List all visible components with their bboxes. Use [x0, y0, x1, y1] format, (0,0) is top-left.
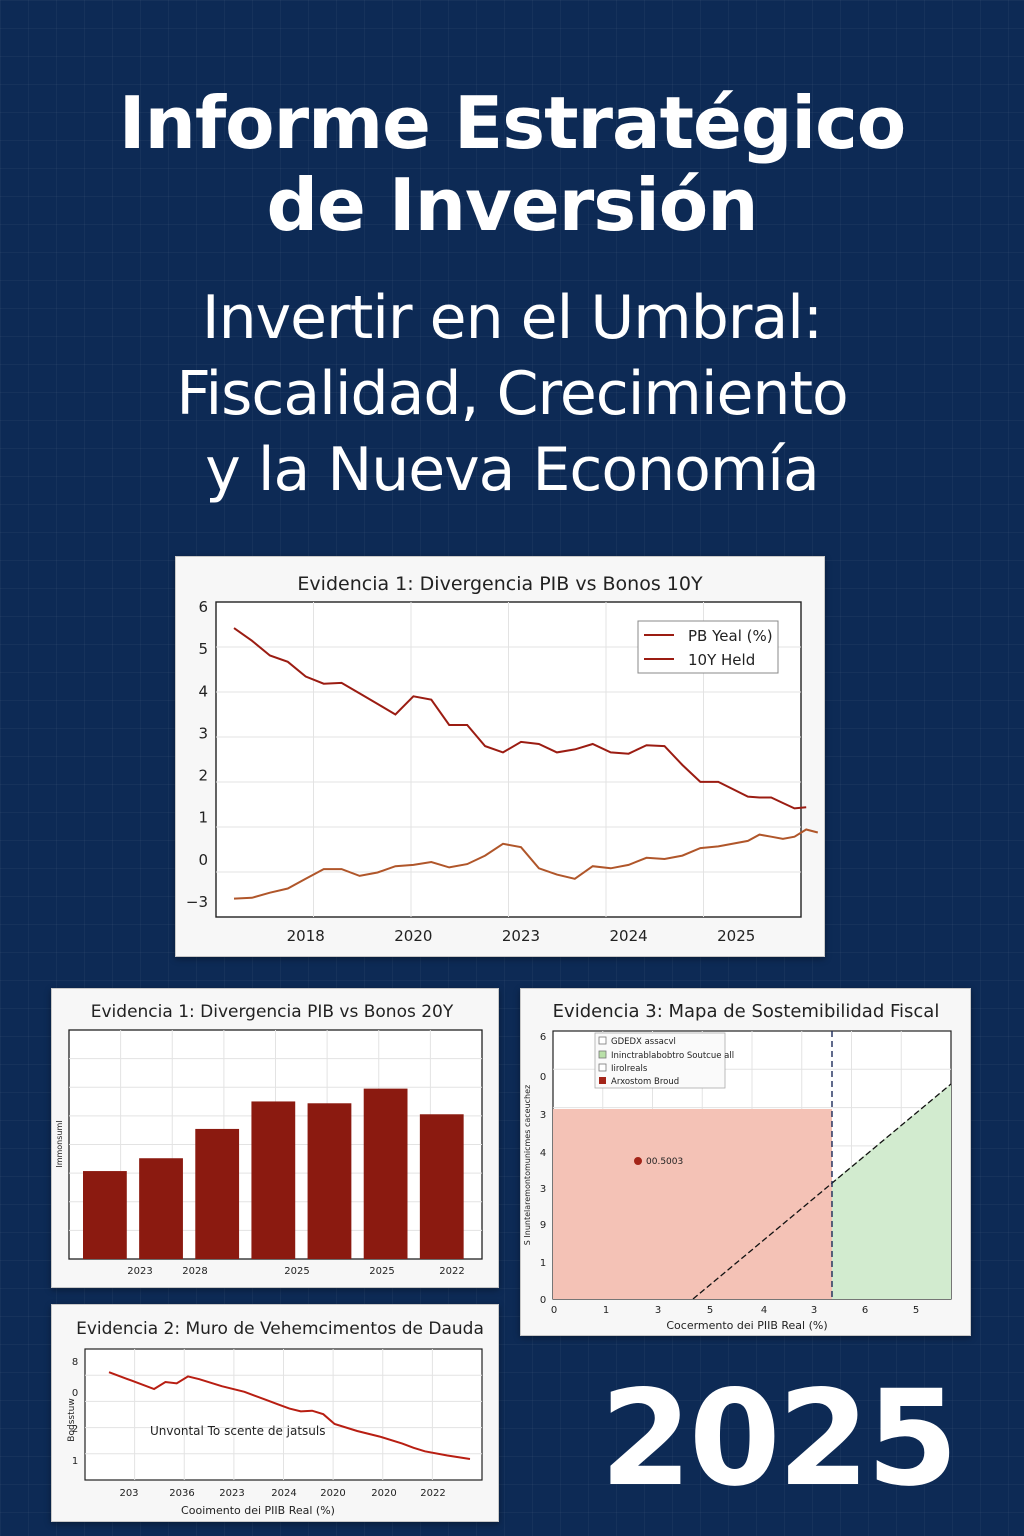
bond-yield-line — [233, 828, 819, 900]
chart-panel-debt-wall: Evidencia 2: Muro de Vehemcimentos de Da… — [51, 1304, 499, 1522]
y-tick-label: 3 — [540, 1110, 546, 1121]
report-subtitle-line-1: Invertir en el Umbral: — [201, 283, 823, 353]
chart-title: Evidencia 3: Mapa de Sostemibilidad Fisc… — [553, 1001, 940, 1022]
x-tick-label: 203 — [119, 1488, 138, 1499]
y-tick-label: 1 — [72, 1456, 78, 1467]
bar — [307, 1103, 352, 1259]
y-tick-label: 0 — [72, 1388, 78, 1399]
report-subtitle: Invertir en el Umbral: Fiscalidad, Creci… — [0, 280, 1024, 508]
bar — [251, 1101, 296, 1259]
y-tick-label: 9 — [540, 1220, 546, 1231]
x-tick-label: 1 — [603, 1305, 609, 1316]
x-tick-label: 2028 — [182, 1266, 207, 1277]
x-axis-label: Cooimento dei PIIB Real (%) — [181, 1504, 335, 1517]
x-tick-label: 2024 — [271, 1488, 296, 1499]
y-tick-label: 4 — [540, 1148, 546, 1159]
x-tick-label: 2023 — [219, 1488, 244, 1499]
report-title: Informe Estratégico de Inversión — [0, 82, 1024, 246]
x-tick-label: 6 — [862, 1305, 868, 1316]
chart-title: Evidencia 1: Divergencia PIB vs Bonos 20… — [91, 1002, 454, 1022]
x-tick-label: 5 — [913, 1305, 919, 1316]
y-tick-label: 6 — [198, 598, 208, 616]
x-tick-label: 2020 — [371, 1488, 396, 1499]
chart-legend: GDEDX assacvl Ininctrablabobtro Soutcue … — [594, 1032, 734, 1089]
x-tick-label: 2022 — [420, 1488, 445, 1499]
legend-label-bond: 10Y Held — [688, 651, 755, 669]
legend-swatch-1 — [598, 1036, 607, 1045]
x-tick-label: 2018 — [287, 927, 325, 945]
y-tick-label: 2 — [72, 1424, 78, 1435]
chart-legend: PB Yeal (%) 10Y Held — [637, 620, 779, 674]
y-tick-label: 4 — [198, 682, 208, 700]
x-tick-label: 2020 — [320, 1488, 345, 1499]
y-tick-label: 0 — [540, 1072, 546, 1083]
y-tick-label: 0 — [540, 1295, 546, 1306]
debt-wall-line — [108, 1371, 471, 1460]
data-point-label: 00.5003 — [646, 1157, 683, 1167]
report-year: 2025 — [600, 1362, 958, 1516]
x-tick-label: 4 — [761, 1305, 767, 1316]
gdp-yield-line — [233, 627, 807, 810]
report-title-line-1: Informe Estratégico — [118, 81, 906, 165]
bar — [83, 1171, 127, 1259]
y-tick-label: 0 — [198, 851, 208, 869]
bar — [363, 1088, 408, 1259]
chart-panel-gdp-vs-bonds: Evidencia 1: Divergencia PIB vs Bonos 10… — [175, 556, 825, 957]
chart-panel-fiscal-map: Evidencia 3: Mapa de Sostemibilidad Fisc… — [520, 988, 971, 1336]
unsustainable-zone — [553, 1109, 832, 1299]
chart-title: Evidencia 2: Muro de Vehemcimentos de Da… — [76, 1319, 484, 1339]
x-tick-label: 3 — [655, 1305, 661, 1316]
sustainable-zone — [832, 1084, 951, 1299]
bar — [195, 1128, 240, 1259]
report-subtitle-line-3: y la Nueva Economía — [205, 435, 820, 505]
x-axis-label: Cocermento dei PIIB Real (%) — [666, 1319, 827, 1332]
x-tick-label: 2022 — [439, 1266, 464, 1277]
y-axis-label: ImmonsumI — [55, 1120, 64, 1167]
report-title-line-2: de Inversión — [266, 163, 758, 247]
legend-label-2: Ininctrablabobtro Soutcue all — [611, 1051, 734, 1061]
legend-label-4: Arxostom Broud — [611, 1077, 679, 1087]
y-tick-label: 6 — [540, 1032, 546, 1043]
legend-label-3: Iirolreals — [611, 1064, 648, 1074]
sustainability-diagonal — [692, 1083, 952, 1300]
x-tick-label: 2025 — [717, 927, 755, 945]
y-axis-label: Bodsstuw — [67, 1398, 77, 1441]
bar — [139, 1158, 183, 1259]
x-tick-label: 0 — [551, 1305, 557, 1316]
chart-title: Evidencia 1: Divergencia PIB vs Bonos 10… — [297, 573, 703, 595]
y-tick-label: 3 — [540, 1184, 546, 1195]
fiscal-map-chart: Evidencia 3: Mapa de Sostemibilidad Fisc… — [523, 1001, 952, 1332]
x-tick-label: 5 — [707, 1305, 713, 1316]
x-tick-label: 2036 — [169, 1488, 194, 1499]
chart-panel-bars-20y: Evidencia 1: Divergencia PIB vs Bonos 20… — [51, 988, 499, 1288]
legend-swatch-3 — [598, 1063, 607, 1072]
x-tick-label: 3 — [811, 1305, 817, 1316]
legend-swatch-4 — [599, 1077, 606, 1084]
y-tick-label: 8 — [72, 1357, 78, 1368]
legend-label-1: GDEDX assacvl — [611, 1037, 676, 1047]
y-tick-label: 1 — [540, 1258, 546, 1269]
report-subtitle-line-2: Fiscalidad, Crecimiento — [176, 359, 848, 429]
x-tick-label: 2025 — [284, 1266, 309, 1277]
x-tick-label: 2023 — [502, 927, 540, 945]
legend-label-gdp: PB Yeal (%) — [688, 627, 773, 645]
x-tick-label: 2023 — [127, 1266, 152, 1277]
bars-20y-chart: Evidencia 1: Divergencia PIB vs Bonos 20… — [55, 1002, 483, 1277]
y-axis-label: S Inuntelaremontomunicmes caceuchez — [523, 1085, 532, 1245]
debt-wall-chart: Evidencia 2: Muro de Vehemcimentos de Da… — [67, 1319, 484, 1517]
gdp-vs-bonds-chart: Evidencia 1: Divergencia PIB vs Bonos 10… — [186, 573, 819, 945]
legend-swatch-2 — [598, 1050, 607, 1059]
chart-annotation: Unvontal To scente de jatsuls — [150, 1424, 325, 1438]
data-point — [634, 1157, 642, 1165]
y-tick-label: −3 — [186, 893, 208, 911]
x-tick-label: 2024 — [610, 927, 648, 945]
y-tick-label: 2 — [198, 767, 208, 785]
x-tick-label: 2025 — [369, 1266, 394, 1277]
y-tick-label: 3 — [198, 724, 208, 742]
y-tick-label: 1 — [198, 809, 208, 827]
bar — [419, 1114, 464, 1259]
x-tick-label: 2020 — [394, 927, 432, 945]
y-tick-label: 5 — [198, 640, 208, 658]
